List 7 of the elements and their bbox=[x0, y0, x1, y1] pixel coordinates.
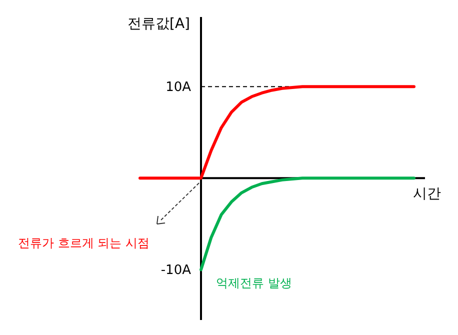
text: 전류가 흐르게 되는 시점 bbox=[18, 236, 150, 250]
annotation: 억제전류 발생 bbox=[216, 276, 292, 290]
line-series bbox=[200, 176, 416, 272]
y-tick-label: -10A bbox=[160, 263, 192, 278]
y-axis-title: 전류값[A] bbox=[127, 16, 190, 32]
x-axis-title: 시간 bbox=[413, 186, 441, 202]
y-tick-label: 10A bbox=[166, 80, 192, 96]
